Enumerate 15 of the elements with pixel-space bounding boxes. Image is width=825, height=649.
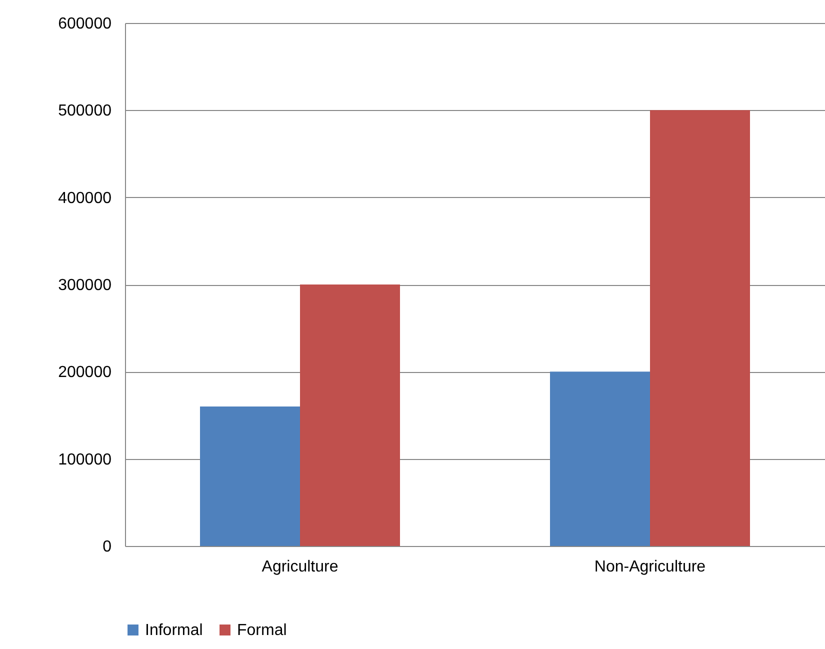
y-tick-label: 500000: [58, 102, 112, 120]
x-tick-label: Non-Agriculture: [594, 558, 706, 576]
y-tick-label: 600000: [58, 16, 112, 32]
y-tick-label: 300000: [58, 277, 112, 294]
bar: [200, 406, 300, 546]
legend-label: Informal: [145, 622, 203, 639]
y-tick-label: 200000: [58, 364, 112, 382]
bar: [550, 372, 650, 546]
y-tick-label: 100000: [58, 451, 112, 468]
bar: [300, 284, 400, 546]
y-tick-label: 0: [102, 538, 112, 556]
y-tick-label: 400000: [58, 190, 112, 207]
x-tick-label: Agriculture: [262, 558, 338, 576]
legend-label: Formal: [237, 622, 287, 639]
bar: [650, 110, 750, 546]
